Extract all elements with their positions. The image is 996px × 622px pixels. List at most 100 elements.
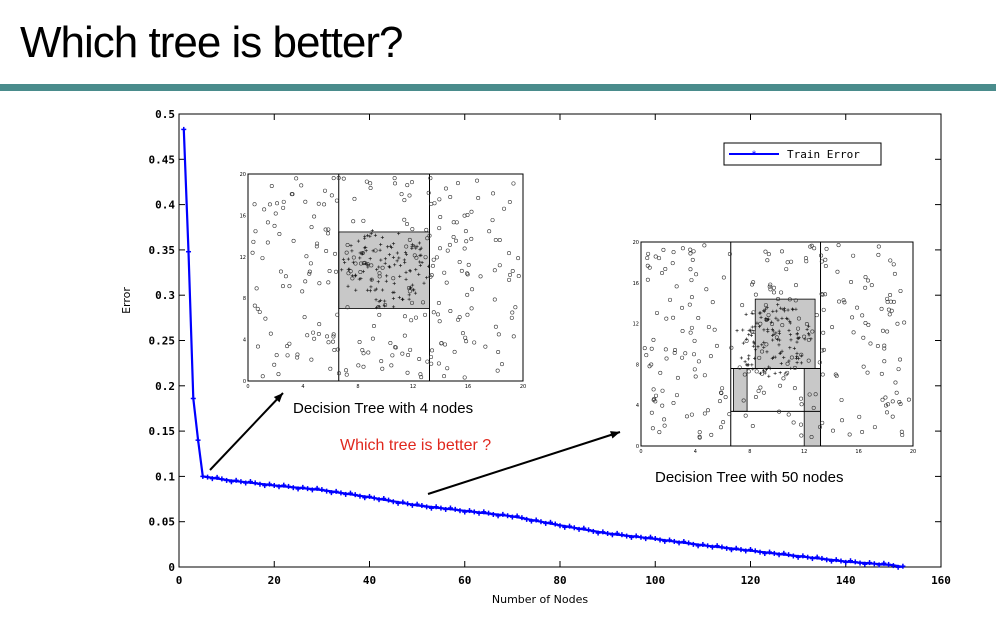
inset-left-point <box>405 183 410 188</box>
inset-right-point <box>803 256 808 261</box>
inset-left-point <box>492 297 497 302</box>
inset-right-point <box>804 322 809 327</box>
inset-right-point <box>789 355 794 360</box>
inset-left-point <box>329 193 334 198</box>
inset-right-point <box>663 266 668 271</box>
inset-right-point <box>680 246 685 251</box>
inset-left-point <box>423 255 428 260</box>
inset-left-point <box>402 217 407 222</box>
inset-left-point <box>311 330 316 335</box>
inset-right-point <box>657 430 662 435</box>
inset-right-point <box>671 400 676 405</box>
inset-right-point <box>756 388 761 393</box>
inset-right-point <box>860 430 865 435</box>
inset-left-point <box>453 238 458 243</box>
inset-left-point <box>419 375 424 380</box>
inset-right-point <box>897 400 902 405</box>
inset-left-point <box>326 340 331 345</box>
inset-left-point <box>414 255 419 260</box>
inset-left-point <box>368 185 373 190</box>
inset-left-point <box>344 368 349 373</box>
inset-right-point <box>806 337 811 342</box>
inset-right-caption: Decision Tree with 50 nodes <box>655 469 843 486</box>
inset-right-y-tick: 12 <box>633 322 639 328</box>
title-rule <box>0 84 996 91</box>
inset-right-point <box>879 306 884 311</box>
inset-right-point <box>892 271 897 276</box>
inset-right-point <box>714 343 719 348</box>
inset-left-point <box>317 322 322 327</box>
inset-right-point <box>708 354 713 359</box>
inset-right-point <box>821 330 826 335</box>
inset-right-y-tick: 0 <box>636 444 639 450</box>
inset-right-point <box>896 367 901 372</box>
legend: * Train Error <box>723 142 882 166</box>
inset-right-point <box>819 291 824 296</box>
inset-right-point <box>819 253 824 258</box>
inset-right-point <box>712 327 717 332</box>
inset-left-y-tick: 16 <box>240 213 246 219</box>
inset-left-point <box>511 181 516 186</box>
inset-left-point <box>409 300 414 305</box>
inset-left-point <box>304 254 309 259</box>
inset-left-point <box>442 270 447 275</box>
inset-right-point <box>796 316 801 321</box>
inset-right-x-tick: 16 <box>855 449 861 455</box>
inset-left-point <box>331 176 336 181</box>
inset-left-point <box>341 176 346 181</box>
inset-left-point <box>278 269 283 274</box>
inset-right-point <box>779 249 784 254</box>
inset-right-point <box>895 321 900 326</box>
inset-left-point <box>369 263 374 268</box>
inset-left-point <box>273 211 278 216</box>
inset-left-point <box>331 334 336 339</box>
inset-right-point <box>720 386 725 391</box>
inset-right-point <box>697 435 702 440</box>
inset-left-point <box>425 236 430 241</box>
legend-box <box>723 142 882 166</box>
inset-left-point <box>472 340 477 345</box>
inset-right-point <box>876 244 881 249</box>
arrow-to-large-tree <box>427 431 621 495</box>
inset-left-point <box>373 248 378 253</box>
inset-left-point <box>497 238 502 243</box>
y-tick-label: 0.3 <box>155 289 175 302</box>
inset-left-point <box>280 284 285 289</box>
inset-left-point <box>437 226 442 231</box>
inset-right-point <box>791 420 796 425</box>
inset-right-point <box>786 412 791 417</box>
inset-left-point <box>447 242 452 247</box>
inset-left-point <box>402 314 407 319</box>
inset-left-y-tick: 20 <box>240 172 246 178</box>
inset-right-point <box>787 297 792 302</box>
inset-left-point <box>300 289 305 294</box>
inset-left-point <box>497 263 502 268</box>
inset-left-point <box>336 175 341 180</box>
inset-right-point <box>742 372 747 377</box>
inset-right-point <box>857 414 862 419</box>
inset-right-point <box>784 267 789 272</box>
inset-left-point <box>281 205 286 210</box>
inset-right-point <box>823 263 828 268</box>
inset-right-point <box>721 275 726 280</box>
inset-right-point <box>814 313 819 318</box>
inset-left-point <box>513 305 518 310</box>
inset-right-point <box>863 285 868 290</box>
inset-right-point <box>882 343 887 348</box>
inset-right-point <box>649 410 654 415</box>
inset-right-point <box>866 322 871 327</box>
slide-title: Which tree is better? <box>20 18 403 67</box>
inset-left-point <box>346 271 351 276</box>
arrow-to-small-tree <box>209 392 284 471</box>
inset-left-point <box>429 201 434 206</box>
inset-right-point <box>891 262 896 267</box>
inset-right-point <box>888 258 893 263</box>
inset-left-point <box>437 246 442 251</box>
inset-left-point <box>436 361 441 366</box>
inset-left-point <box>272 223 277 228</box>
inset-left-point <box>496 350 501 355</box>
inset-right-point <box>818 424 823 429</box>
y-tick-label: 0.5 <box>155 108 175 121</box>
inset-left-point <box>469 209 474 214</box>
